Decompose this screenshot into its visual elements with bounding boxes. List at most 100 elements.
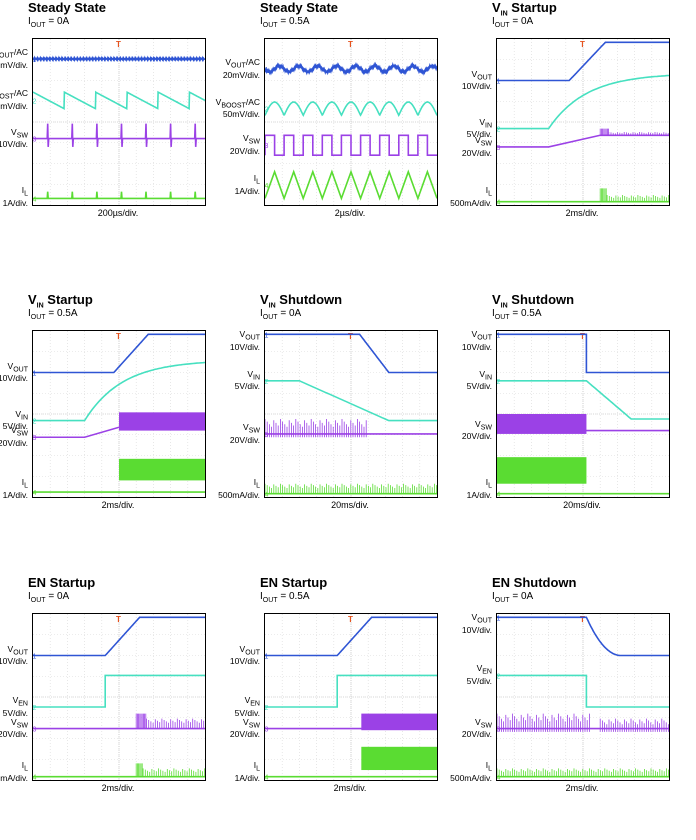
grid — [497, 614, 669, 780]
trace — [497, 333, 669, 374]
channel-marker: 3 — [265, 143, 269, 150]
trace — [265, 419, 437, 438]
trace — [33, 713, 205, 730]
trigger-marker: T — [348, 615, 353, 624]
trace-line — [497, 333, 669, 374]
trace-line — [33, 191, 205, 200]
channel-name: VSW — [11, 716, 28, 730]
trace-line — [497, 616, 669, 657]
timebase-label: 2ms/div. — [565, 783, 599, 793]
channel-marker: 1 — [497, 79, 501, 86]
channel-marker: 4 — [265, 183, 269, 190]
channel-label: VSW 20V/div. — [208, 134, 260, 156]
channel-marker: 4 — [265, 492, 269, 497]
channel-marker: 3 — [497, 145, 501, 152]
trigger-marker: T — [580, 615, 585, 624]
channel-scale: 20mV/div. — [222, 69, 260, 80]
channel-scale: 10V/div. — [229, 656, 260, 667]
trace-line — [265, 616, 437, 657]
channel-marker: 1 — [33, 654, 37, 661]
timebase-label: 2ms/div. — [333, 783, 367, 793]
trace — [497, 713, 669, 732]
trace — [265, 101, 437, 118]
trace — [33, 191, 205, 200]
channel-marker: 3 — [497, 727, 501, 734]
panel-condition: IOUT = 0A — [492, 16, 534, 29]
channel-scale: 20V/div. — [461, 147, 492, 158]
channel-name: VSW — [243, 421, 260, 435]
burst-mark — [135, 713, 147, 729]
channel-marker: 1 — [265, 67, 269, 74]
channel-name: VIN — [247, 368, 260, 382]
trace — [265, 134, 437, 156]
scope-panel: VIN Shutdown IOUT = 0A VOUT 10V/div. VIN 5V/d… — [218, 292, 452, 557]
timebase-label: 2ms/div. — [565, 208, 599, 218]
scope-plot: T 1 2 3 4 — [33, 614, 205, 780]
burst-mark — [497, 713, 590, 732]
scope-panel: VIN Shutdown IOUT = 0.5A VOUT 10V/div. VIN 5V… — [462, 292, 684, 557]
panel-title: EN Startup — [28, 575, 96, 590]
panel-title: VIN Shutdown — [260, 292, 343, 310]
channel-label: VOUT 10V/div. — [0, 644, 28, 667]
channel-label: VSW 10V/div. — [0, 127, 28, 150]
channel-marker: 3 — [265, 432, 269, 439]
switching-block — [119, 458, 205, 481]
channel-name: IL — [21, 477, 28, 490]
burst-mark — [599, 128, 609, 136]
channel-scale: 10V/div. — [0, 373, 28, 384]
channel-scale: 10V/div. — [461, 624, 492, 635]
channel-name: VOUT/AC — [225, 56, 260, 70]
channel-label: IL 1A/div. — [0, 478, 28, 500]
trace — [497, 414, 669, 434]
channel-scale: 10V/div. — [229, 341, 260, 352]
panel-title: EN Startup — [260, 575, 328, 590]
trigger-marker: T — [116, 615, 121, 624]
channel-scale: 500mA/div. — [0, 772, 28, 783]
channel-label: VOUT 10V/div. — [440, 613, 492, 635]
trace — [265, 746, 437, 778]
channel-label: VSW 20V/div. — [0, 426, 28, 448]
channel-name: VEN — [244, 694, 260, 708]
panel-title: VIN Startup — [492, 0, 557, 18]
trace — [497, 41, 669, 82]
trigger-marker: T — [348, 40, 353, 49]
channel-marker: 2 — [33, 98, 37, 105]
channel-marker: 3 — [265, 727, 269, 734]
channel-scale: 10V/div. — [0, 656, 28, 667]
channel-scale: 5V/div. — [234, 707, 260, 718]
channel-marker: 1 — [497, 332, 501, 339]
trace-line — [265, 101, 437, 118]
trace-line — [497, 674, 669, 708]
switching-block — [119, 412, 205, 431]
trace — [497, 74, 669, 130]
trace — [265, 674, 437, 708]
channel-label: VEN 5V/div. — [0, 696, 28, 718]
channel-marker: 4 — [497, 775, 501, 780]
channel-marker: 3 — [33, 137, 37, 144]
trace — [33, 616, 205, 657]
channel-scale: 10V/div. — [461, 81, 492, 92]
grid — [33, 39, 205, 205]
channel-marker: 3 — [33, 727, 37, 734]
burst-mark — [497, 768, 669, 777]
scope-plot: T 1 2 3 4 — [265, 614, 437, 780]
channel-scale: 5V/div. — [466, 129, 492, 140]
channel-marker: 1 — [265, 332, 269, 339]
channel-marker: 4 — [33, 196, 37, 203]
panel-condition: IOUT = 0.5A — [260, 591, 310, 604]
channel-name: VIN — [479, 116, 492, 130]
channel-scale: 1A/div. — [234, 185, 260, 196]
scope-plot: T 1 2 3 4 — [497, 614, 669, 780]
channel-label: VOUT 10V/div. — [440, 330, 492, 352]
panel-title: EN Shutdown — [492, 575, 577, 590]
panel-condition: IOUT = 0A — [260, 308, 302, 321]
channel-name: IL — [253, 760, 260, 773]
trace-line — [265, 169, 437, 201]
channel-marker: 2 — [497, 127, 501, 134]
trace-line — [265, 134, 437, 156]
